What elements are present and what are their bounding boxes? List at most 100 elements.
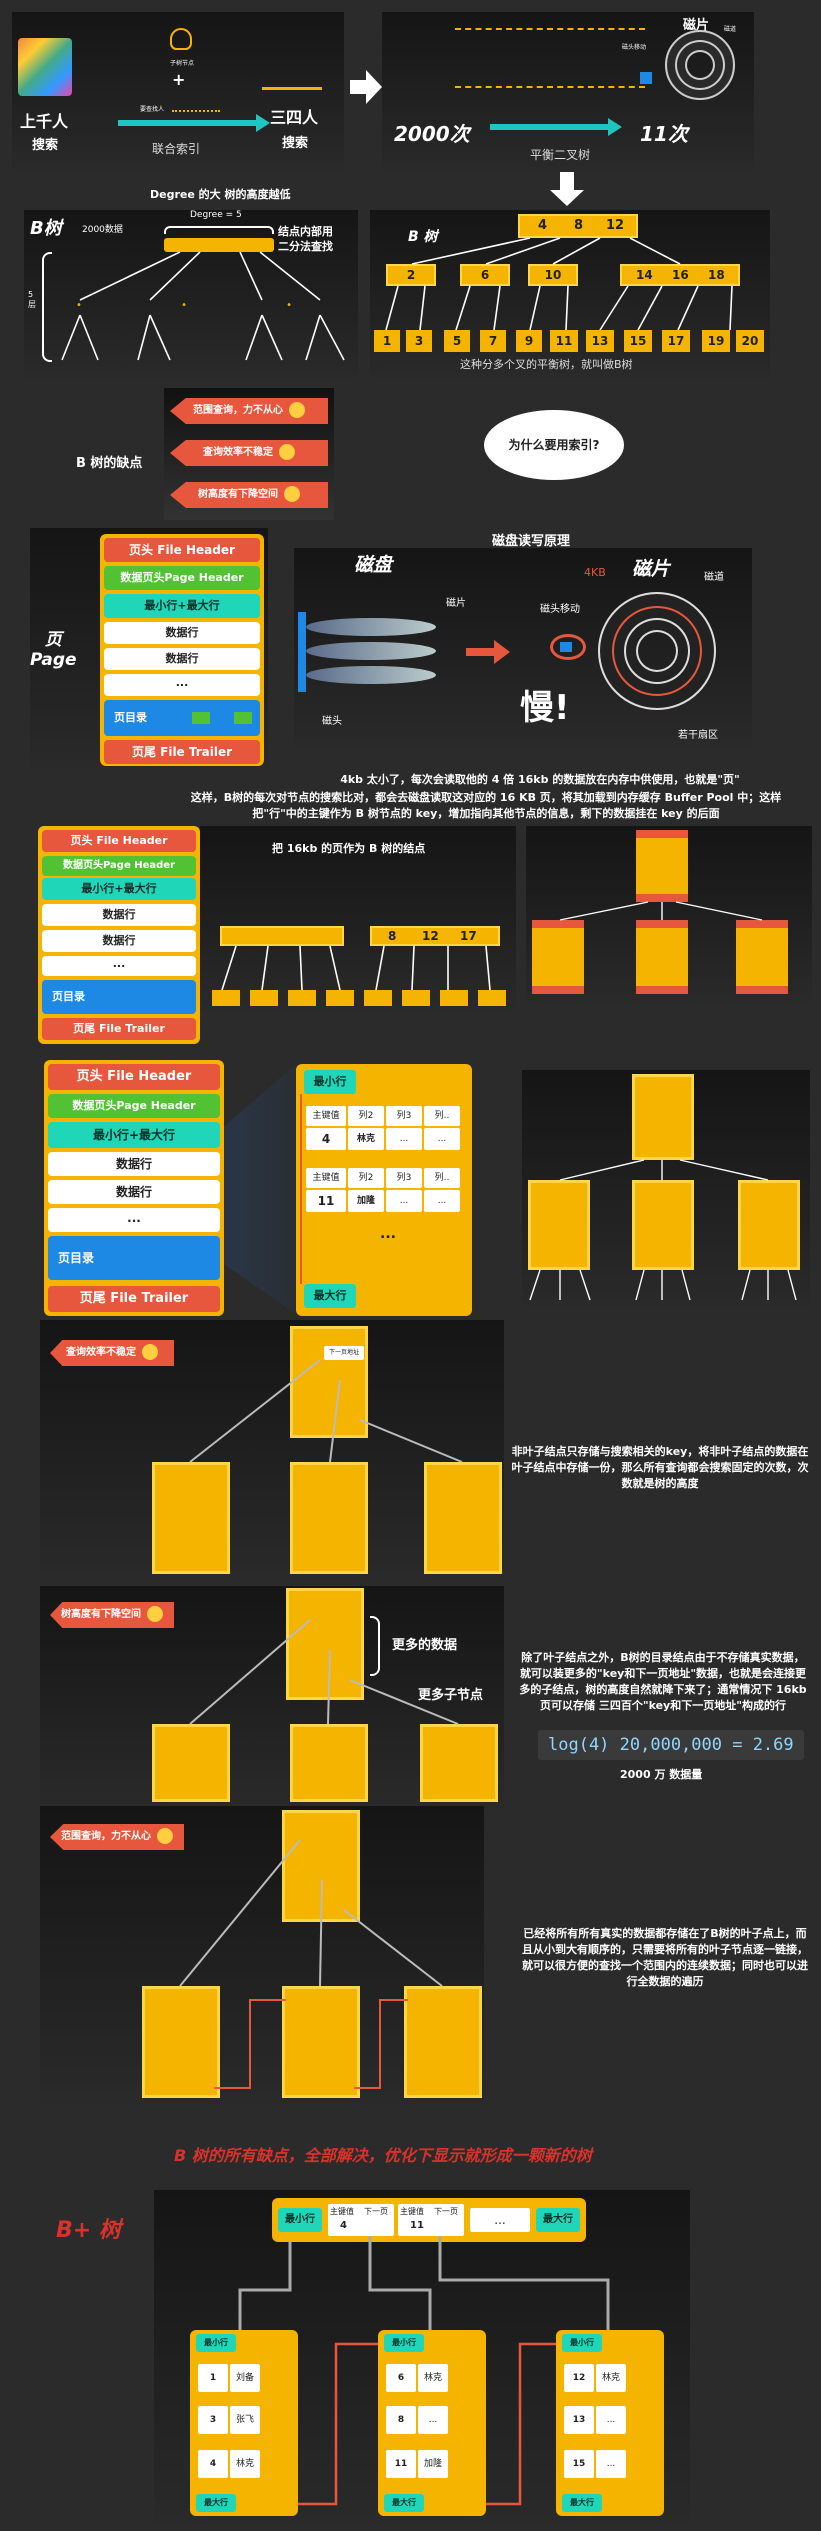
range-leaf-3: [404, 1986, 482, 2098]
cell-name: 加隆: [348, 1190, 384, 1212]
degree-label: Degree = 5: [190, 210, 242, 220]
defect-height: 树高度有下降空间: [170, 482, 328, 508]
red-arrow-head-icon: [494, 640, 510, 664]
why-index-text: 为什么要用索引?: [508, 438, 600, 452]
page-dir-slots: [192, 712, 252, 724]
pk-label: 主键值: [330, 2207, 354, 2216]
thumb-leaf-page-1: [532, 920, 584, 994]
disk-circles-icon: [665, 30, 735, 100]
disk-rings-icon: [598, 592, 716, 710]
platter-label: 磁片: [446, 598, 466, 609]
sector-label: 若干扇区: [678, 730, 718, 741]
cell-coln-header: 列..: [424, 1106, 460, 1126]
count-11-label: 11次: [640, 122, 688, 146]
page-trailer-row: 页尾 File Trailer: [104, 740, 260, 764]
page-data-header-row-2: 数据页头Page Header: [42, 856, 196, 876]
cell-coln-header: 列..: [424, 1168, 460, 1188]
thumb2-leaf-2: [632, 1180, 694, 1270]
cell-pk-header: 主键值: [306, 1106, 346, 1126]
detail-dots: ...: [380, 1226, 396, 1242]
range-leaf-1: [142, 1986, 220, 2098]
l2-key: 6: [480, 268, 490, 282]
root-key-3: 12: [606, 218, 625, 233]
page-data-row-1: 数据行: [104, 622, 260, 644]
btree-leaf-1: 1: [374, 330, 400, 352]
height-note: 除了叶子结点之外，B树的目录结点由于不存储真实数据，就可以装更多的"key和下一…: [519, 1651, 807, 1712]
thumb2-root: [632, 1074, 694, 1160]
unstable-root-page: [290, 1326, 368, 1438]
crying-face-icon: [289, 402, 305, 418]
octopus-row-icons: [455, 28, 645, 88]
page-dir-text: 页目录: [58, 1251, 95, 1265]
bplus-root-dots: ...: [470, 2208, 530, 2232]
btree-root-node: 4 8 12: [518, 214, 638, 238]
defect-unstable-text: 查询效率不稳定: [203, 447, 273, 458]
crying-face-icon: [284, 486, 300, 502]
bplus-root-cell-1: 主键值 下一页 4: [328, 2204, 394, 2236]
page-tree-l2-right: 8 12 17: [370, 926, 500, 946]
data-2000w-label: 2000 万 数据量: [620, 1768, 703, 1781]
unstable-leaf-2: [290, 1462, 368, 1574]
leaf3-row-3-pk: 15: [564, 2450, 594, 2478]
leaf1-row-2-name: 张飞: [230, 2406, 260, 2434]
height-tag: 树高度有下降空间: [50, 1602, 174, 1628]
page-dots-row-2: ...: [42, 956, 196, 976]
more-data-brace: [370, 1616, 380, 1676]
btree-leaf-2: 3: [406, 330, 432, 352]
plus-sign: +: [172, 70, 186, 89]
page-dots-row-3: ...: [48, 1208, 220, 1232]
detail-row-2: 主键值 列2 列3 列.. 11 加隆 ... ...: [306, 1168, 466, 1216]
leaf3-row-2-pk: 13: [564, 2406, 594, 2434]
leaf3-row-1-name: 林克: [596, 2364, 626, 2392]
log-formula: log(4) 20,000,000 = 2.69: [538, 1730, 804, 1760]
height-leaf-3: [420, 1724, 498, 1802]
cell-col2-header: 列2: [348, 1106, 384, 1126]
l2-key: 2: [406, 268, 416, 282]
size-4kb: 4KB: [584, 566, 606, 579]
why-index-bubble: 为什么要用索引?: [484, 410, 624, 480]
page-data-row-6: 数据行: [48, 1180, 220, 1204]
unstable-note: 非叶子结点只存储与搜索相关的key，将非叶子结点的数据在叶子结点中存储一份，那么…: [511, 1445, 809, 1490]
height-leaf-2: [290, 1724, 368, 1802]
disk-label: 磁片: [683, 18, 710, 33]
down-arrow-head-icon: [550, 190, 584, 206]
root-key-2: 8: [574, 218, 584, 233]
crying-face-icon: [147, 1606, 163, 1622]
page-header-row-2: 页头 File Header: [42, 830, 196, 852]
teal-arrow-icon: [118, 120, 258, 126]
defect-height-text: 树高度有下降空间: [198, 489, 278, 500]
range-leaf-2: [282, 1986, 360, 2098]
thumb2-leaf-3: [738, 1180, 800, 1270]
defect-unstable: 查询效率不稳定: [170, 440, 328, 466]
slow-label: 慢!: [520, 688, 570, 728]
cell-col2-header: 列2: [348, 1168, 384, 1188]
crying-face-icon: [157, 1828, 173, 1844]
head-label: 磁头: [322, 716, 342, 727]
unstable-tag: 查询效率不稳定: [50, 1340, 174, 1366]
leaf2-row-3-pk: 11: [386, 2450, 416, 2478]
crying-face-icon: [142, 1344, 158, 1360]
disk-spine: [298, 612, 306, 692]
height-tag-text: 树高度有下降空间: [61, 1609, 141, 1620]
leaf3-min: 最小行: [562, 2334, 602, 2352]
next-label: 下一页: [434, 2207, 458, 2216]
l2-key: 14: [636, 268, 653, 282]
unstable-next-addr: 下一页地址: [324, 1346, 364, 1360]
leaf1-min: 最小行: [196, 2334, 236, 2352]
range-tag-text: 范围查询，力不从心: [61, 1831, 151, 1842]
defect-range-query: 范围查询，力不从心: [170, 398, 328, 424]
page-tree-leaves: [212, 990, 506, 1006]
cell-ell: ...: [386, 1190, 422, 1212]
range-tag: 范围查询，力不从心: [50, 1824, 184, 1850]
leaf1-row-3-pk: 4: [198, 2450, 228, 2478]
platter-2: [306, 642, 436, 660]
detail-row-1: 主键值 列2 列3 列.. 4 林克 ... ...: [306, 1106, 466, 1154]
page-data-row-5: 数据行: [48, 1152, 220, 1176]
degree-root-node: [164, 238, 274, 252]
leaf1-row-3-name: 林克: [230, 2450, 260, 2478]
btree-leaf-11: 20: [736, 330, 764, 352]
teal-arrow-2-icon: [490, 124, 610, 130]
